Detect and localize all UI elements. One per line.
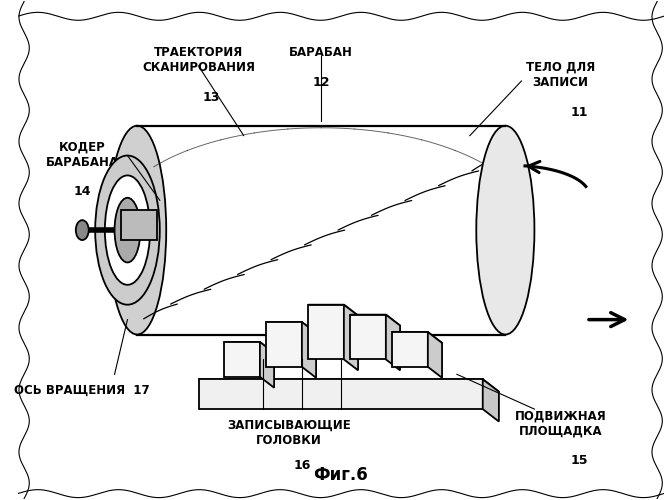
Text: БАРАБАН: БАРАБАН <box>289 46 353 59</box>
Text: 14: 14 <box>74 186 91 198</box>
Text: ТРАЕКТОРИЯ
СКАНИРОВАНИЯ: ТРАЕКТОРИЯ СКАНИРОВАНИЯ <box>142 46 255 74</box>
Polygon shape <box>260 342 274 388</box>
Text: 11: 11 <box>571 106 589 119</box>
Polygon shape <box>137 126 505 334</box>
Polygon shape <box>267 322 316 333</box>
Polygon shape <box>392 332 428 367</box>
Text: 13: 13 <box>203 91 220 104</box>
Polygon shape <box>386 314 400 370</box>
Ellipse shape <box>476 126 535 334</box>
Polygon shape <box>302 322 316 378</box>
Polygon shape <box>483 380 499 422</box>
Polygon shape <box>392 332 442 343</box>
Text: ЗАПИСЫВАЮЩИЕ
ГОЛОВКИ: ЗАПИСЫВАЮЩИЕ ГОЛОВКИ <box>227 419 351 447</box>
Text: КОДЕР
БАРАБАНА: КОДЕР БАРАБАНА <box>46 140 119 168</box>
Polygon shape <box>428 332 442 378</box>
Polygon shape <box>309 304 344 360</box>
Ellipse shape <box>76 220 88 240</box>
Polygon shape <box>350 314 386 360</box>
Text: 15: 15 <box>571 454 589 467</box>
Polygon shape <box>199 380 483 409</box>
Text: 12: 12 <box>313 76 330 89</box>
Text: ОСЬ ВРАЩЕНИЯ  17: ОСЬ ВРАЩЕНИЯ 17 <box>15 384 150 397</box>
Ellipse shape <box>114 198 140 262</box>
Polygon shape <box>224 342 260 377</box>
Polygon shape <box>267 322 302 367</box>
Polygon shape <box>344 304 358 370</box>
Ellipse shape <box>108 126 166 334</box>
Ellipse shape <box>105 176 150 285</box>
Text: ПОДВИЖНАЯ
ПЛОЩАДКА: ПОДВИЖНАЯ ПЛОЩАДКА <box>515 409 606 437</box>
Polygon shape <box>309 304 358 316</box>
Ellipse shape <box>95 156 160 304</box>
Text: 16: 16 <box>293 459 311 472</box>
Polygon shape <box>121 210 156 240</box>
Text: Фиг.6: Фиг.6 <box>313 466 368 483</box>
Polygon shape <box>350 314 400 326</box>
Polygon shape <box>224 342 274 353</box>
Text: ТЕЛО ДЛЯ
ЗАПИСИ: ТЕЛО ДЛЯ ЗАПИСИ <box>525 61 595 89</box>
Polygon shape <box>199 380 499 392</box>
